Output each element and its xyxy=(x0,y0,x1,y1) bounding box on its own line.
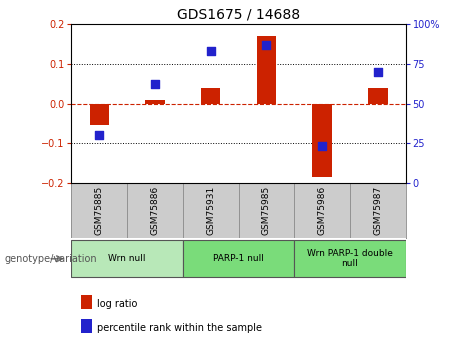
Bar xyxy=(89,104,109,125)
Bar xyxy=(313,104,332,177)
Bar xyxy=(145,99,165,104)
Text: GSM75985: GSM75985 xyxy=(262,186,271,235)
Text: log ratio: log ratio xyxy=(97,299,137,308)
Point xyxy=(263,42,270,48)
Point xyxy=(319,144,326,149)
Text: GSM75886: GSM75886 xyxy=(150,186,160,235)
Text: GSM75987: GSM75987 xyxy=(373,186,382,235)
Title: GDS1675 / 14688: GDS1675 / 14688 xyxy=(177,8,300,22)
Point xyxy=(151,82,159,87)
Text: GSM75986: GSM75986 xyxy=(318,186,327,235)
Text: percentile rank within the sample: percentile rank within the sample xyxy=(97,323,262,333)
Text: GSM75931: GSM75931 xyxy=(206,186,215,235)
Bar xyxy=(201,88,220,103)
Text: PARP-1 null: PARP-1 null xyxy=(213,254,264,263)
Bar xyxy=(294,240,406,277)
Text: Wrn null: Wrn null xyxy=(108,254,146,263)
Bar xyxy=(183,240,294,277)
Bar xyxy=(257,36,276,104)
Point xyxy=(95,132,103,138)
Text: GSM75885: GSM75885 xyxy=(95,186,104,235)
Text: Wrn PARP-1 double
null: Wrn PARP-1 double null xyxy=(307,249,393,268)
Bar xyxy=(368,88,388,103)
Point xyxy=(374,69,382,75)
Point xyxy=(207,48,214,54)
Bar xyxy=(71,240,183,277)
Text: genotype/variation: genotype/variation xyxy=(5,254,97,264)
